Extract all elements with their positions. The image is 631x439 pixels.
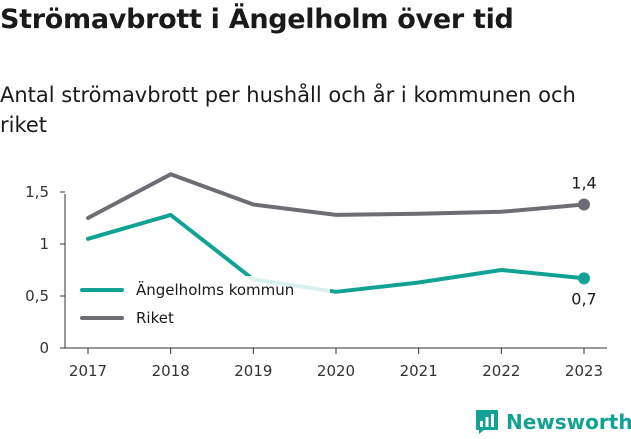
y-tick-label: 1 xyxy=(39,235,49,253)
legend-background xyxy=(78,276,330,332)
series-line-1 xyxy=(86,172,586,220)
series-end-point-0 xyxy=(578,272,590,285)
x-tick-label: 2019 xyxy=(234,362,272,380)
x-tick-label: 2020 xyxy=(317,362,355,380)
x-tick-label: 2021 xyxy=(400,362,438,380)
x-axis: 2017 2018 2019 2020 2021 2022 2023 xyxy=(65,347,607,380)
series-lines xyxy=(86,172,590,294)
x-tick-label: 2018 xyxy=(152,362,190,380)
chart-title: Strömavbrott i Ängelholm över tid xyxy=(0,4,514,35)
end-value-label-1: 1,4 xyxy=(571,173,596,192)
end-value-label-0: 0,7 xyxy=(571,289,596,308)
legend: Ängelholms kommun Riket xyxy=(78,276,330,332)
brand-name: Newsworthy xyxy=(506,410,631,434)
legend-label-0: Ängelholms kommun xyxy=(136,280,294,299)
series-end-point-1 xyxy=(578,198,590,211)
series-line-0 xyxy=(86,212,586,294)
value-labels: 0,7 1,4 xyxy=(571,173,596,308)
x-tick-label: 2022 xyxy=(482,362,520,380)
y-axis: 0 0,5 1 1,5 xyxy=(25,183,66,357)
y-tick-label: 0 xyxy=(39,339,49,357)
bar-chart-icon xyxy=(476,410,498,434)
brand-logo: Newsworthy xyxy=(475,405,631,439)
line-chart: 0 0,5 1 1,5 2017 2018 2019 2020 2021 2022 2023 Än… xyxy=(25,172,607,380)
y-tick-label: 0,5 xyxy=(25,287,49,305)
x-tick-label: 2017 xyxy=(69,362,107,380)
x-tick-label: 2023 xyxy=(565,362,603,380)
y-tick-label: 1,5 xyxy=(25,183,49,201)
legend-label-1: Riket xyxy=(136,309,174,327)
chart-subtitle: Antal strömavbrott per hushåll och år i … xyxy=(0,83,576,137)
